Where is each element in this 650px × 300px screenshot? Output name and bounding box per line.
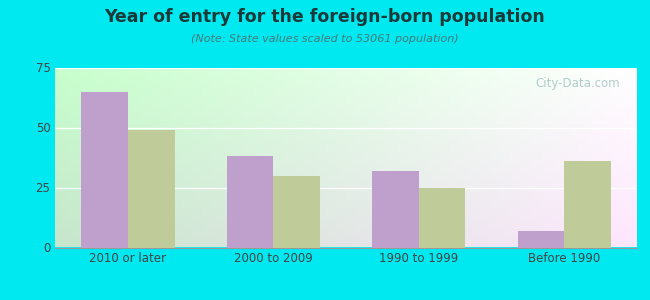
Bar: [128, 130, 174, 248]
Bar: [274, 176, 320, 248]
Bar: [227, 156, 274, 248]
Text: (Note: State values scaled to 53061 population): (Note: State values scaled to 53061 popu…: [191, 34, 459, 44]
Bar: [564, 161, 611, 248]
Bar: [372, 171, 419, 248]
Legend: 53061, Wisconsin: 53061, Wisconsin: [241, 299, 451, 300]
Text: City-Data.com: City-Data.com: [535, 76, 619, 89]
Bar: [419, 188, 465, 248]
Bar: [81, 92, 128, 248]
Text: Year of entry for the foreign-born population: Year of entry for the foreign-born popul…: [105, 8, 545, 26]
Bar: [518, 231, 564, 248]
